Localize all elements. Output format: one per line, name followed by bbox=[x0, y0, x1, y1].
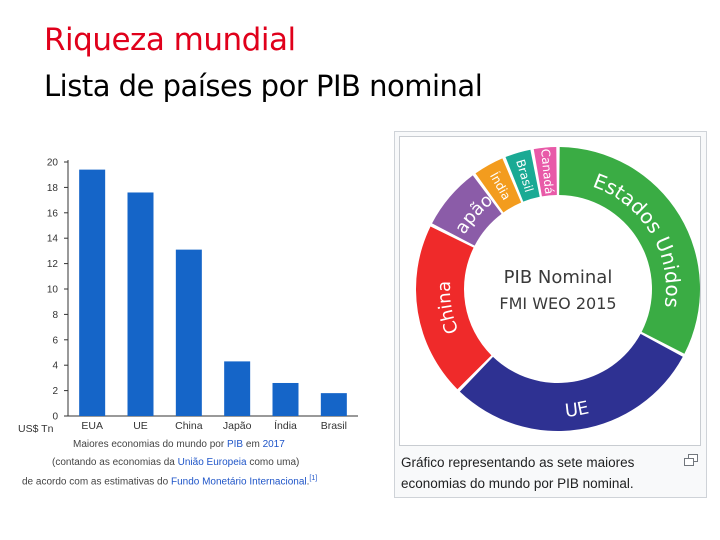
caption-text: Maiores economias do mundo por bbox=[73, 439, 227, 450]
enlarge-icon[interactable] bbox=[684, 454, 698, 466]
caption-text: em bbox=[243, 439, 263, 450]
x-tick-label: Japão bbox=[223, 420, 252, 432]
caption-text: (contando as economias da bbox=[52, 457, 178, 468]
donut-center-title: PIB Nominal bbox=[504, 267, 613, 288]
eu-link[interactable]: União Europeia bbox=[177, 457, 247, 468]
slide-title: Riqueza mundial bbox=[44, 22, 296, 58]
year-link[interactable]: 2017 bbox=[262, 439, 285, 450]
donut-slice-Índia[interactable] bbox=[475, 158, 522, 213]
bar-chart: 0 2 4 6 8 10 12 14 16 18 20 EUA UE China Japão Índia Bra… bbox=[18, 158, 358, 435]
y-tick-label: 18 bbox=[47, 183, 59, 194]
donut-chart: Estados UnidosUEChinaJapãoÍndiaBrasilCan… bbox=[400, 137, 700, 431]
donut-slice-UE[interactable] bbox=[459, 333, 683, 431]
bar-Brasil[interactable] bbox=[320, 393, 347, 416]
y-tick-label: 14 bbox=[47, 234, 59, 245]
y-axis-unit-label: US$ Tn bbox=[18, 423, 54, 435]
slide-subtitle: Lista de países por PIB nominal bbox=[44, 69, 483, 103]
donut-chart-panel: Estados UnidosUEChinaJapãoÍndiaBrasilCan… bbox=[394, 131, 707, 498]
bar-Japão[interactable] bbox=[224, 361, 251, 416]
x-tick-label: China bbox=[175, 420, 203, 432]
x-tick-label: UE bbox=[133, 420, 148, 432]
y-tick-label: 4 bbox=[52, 361, 58, 372]
y-tick-label: 10 bbox=[47, 285, 59, 296]
donut-slice-label: UE bbox=[564, 397, 591, 421]
bar-UE[interactable] bbox=[127, 192, 154, 416]
donut-chart-image[interactable]: Estados UnidosUEChinaJapãoÍndiaBrasilCan… bbox=[399, 136, 701, 446]
y-tick-label: 20 bbox=[47, 158, 59, 169]
y-tick-label: 12 bbox=[47, 259, 59, 270]
x-tick-label: EUA bbox=[81, 420, 103, 432]
donut-center-subtitle: FMI WEO 2015 bbox=[499, 294, 616, 313]
donut-slice-label: Canadá bbox=[538, 148, 556, 195]
x-tick-label: Brasil bbox=[321, 420, 347, 432]
x-tick-label: Índia bbox=[274, 419, 297, 432]
caption-text: . bbox=[306, 476, 310, 488]
donut-slice-Brasil[interactable] bbox=[505, 149, 540, 202]
pib-link[interactable]: PIB bbox=[226, 439, 244, 450]
y-tick-label: 2 bbox=[52, 386, 58, 397]
bar-chart-caption-line-3: de acordo com as estimativas do Fundo Mo… bbox=[22, 475, 317, 487]
donut-slice-Japão[interactable] bbox=[432, 175, 502, 246]
caption-text: como uma) bbox=[246, 457, 300, 468]
reference-link[interactable]: [1] bbox=[309, 475, 318, 482]
donut-slice-Estados Unidos[interactable] bbox=[559, 147, 700, 354]
bar-chart-caption-line-1: Maiores economias do mundo por PIB em 20… bbox=[73, 439, 285, 450]
bar-China[interactable] bbox=[175, 249, 202, 416]
imf-link[interactable]: Fundo Monetário Internacional bbox=[170, 476, 307, 488]
caption-text: de acordo com as estimativas do bbox=[22, 476, 171, 488]
y-tick-label: 6 bbox=[52, 335, 58, 346]
bar-EUA[interactable] bbox=[79, 169, 106, 416]
donut-slice-China[interactable] bbox=[416, 226, 492, 390]
y-tick-label: 16 bbox=[47, 208, 59, 219]
bar-Índia[interactable] bbox=[272, 382, 299, 416]
bar-chart-caption-line-2: (contando as economias da União Europeia… bbox=[52, 457, 299, 468]
donut-chart-caption: Gráfico representando as sete maiores ec… bbox=[401, 455, 635, 491]
y-tick-label: 0 bbox=[52, 412, 58, 423]
donut-slice-Canadá[interactable] bbox=[533, 147, 557, 197]
y-tick-label: 8 bbox=[52, 310, 58, 321]
